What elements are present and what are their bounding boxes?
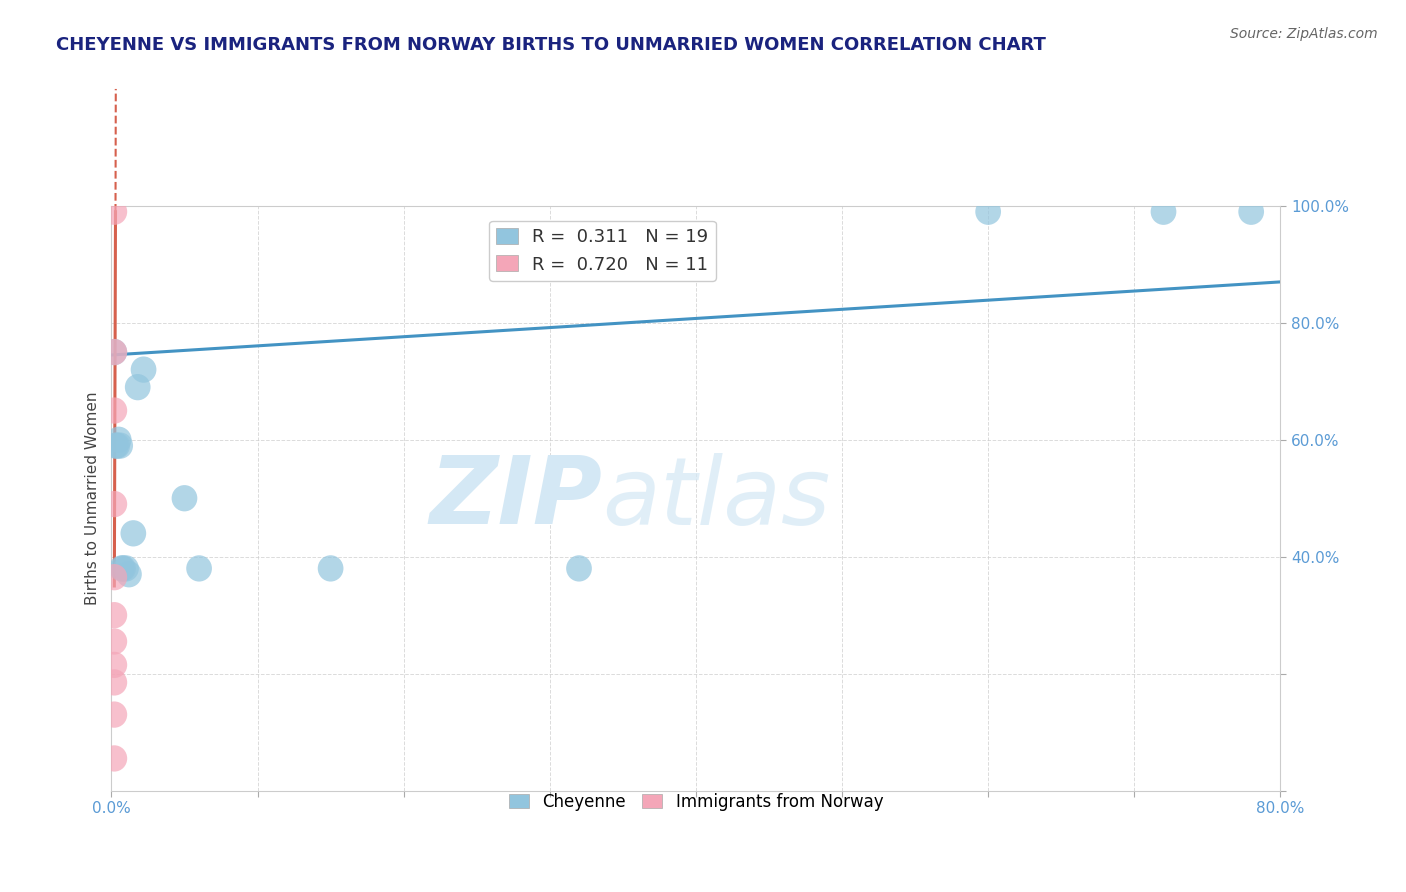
Ellipse shape [101,199,127,225]
Ellipse shape [101,397,127,424]
Ellipse shape [107,433,134,458]
Text: CHEYENNE VS IMMIGRANTS FROM NORWAY BIRTHS TO UNMARRIED WOMEN CORRELATION CHART: CHEYENNE VS IMMIGRANTS FROM NORWAY BIRTH… [56,36,1046,54]
Ellipse shape [105,426,132,453]
Ellipse shape [125,374,150,401]
Ellipse shape [101,628,127,655]
Ellipse shape [117,561,142,588]
Ellipse shape [186,555,212,582]
Ellipse shape [104,433,131,458]
Y-axis label: Births to Unmarried Women: Births to Unmarried Women [86,392,100,605]
Text: ZIP: ZIP [429,452,602,544]
Ellipse shape [567,555,592,582]
Ellipse shape [101,339,127,365]
Ellipse shape [121,520,146,547]
Ellipse shape [101,602,127,628]
Ellipse shape [108,555,135,582]
Text: Source: ZipAtlas.com: Source: ZipAtlas.com [1230,27,1378,41]
Ellipse shape [101,564,127,591]
Ellipse shape [101,652,127,678]
Ellipse shape [101,339,127,365]
Ellipse shape [101,746,127,772]
Ellipse shape [101,669,127,696]
Ellipse shape [101,701,127,728]
Ellipse shape [103,433,129,458]
Ellipse shape [318,555,343,582]
Ellipse shape [172,485,197,511]
Ellipse shape [1239,199,1264,225]
Ellipse shape [112,555,139,582]
Ellipse shape [1150,199,1177,225]
Ellipse shape [976,199,1001,225]
Ellipse shape [131,357,156,383]
Legend: Cheyenne, Immigrants from Norway: Cheyenne, Immigrants from Norway [502,786,890,817]
Ellipse shape [110,555,136,582]
Text: atlas: atlas [602,453,831,544]
Ellipse shape [101,491,127,517]
